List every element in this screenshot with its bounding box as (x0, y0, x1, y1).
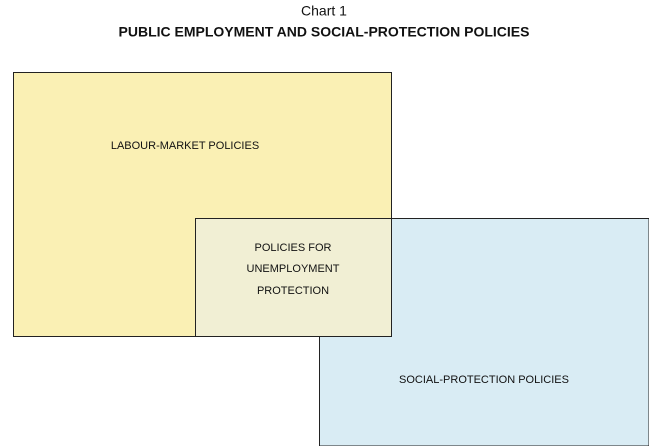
overlap-label: POLICIES FOR (254, 242, 331, 254)
social-protection-label: SOCIAL-PROTECTION POLICIES (399, 374, 569, 386)
labour-market-label: LABOUR-MARKET POLICIES (111, 140, 259, 152)
chart-title: PUBLIC EMPLOYMENT AND SOCIAL-PROTECTION … (119, 24, 530, 40)
overlap-label: PROTECTION (257, 285, 329, 297)
overlap-area (195, 218, 392, 337)
chart-label: Chart 1 (301, 3, 347, 19)
overlap-label: UNEMPLOYMENT (247, 263, 340, 275)
